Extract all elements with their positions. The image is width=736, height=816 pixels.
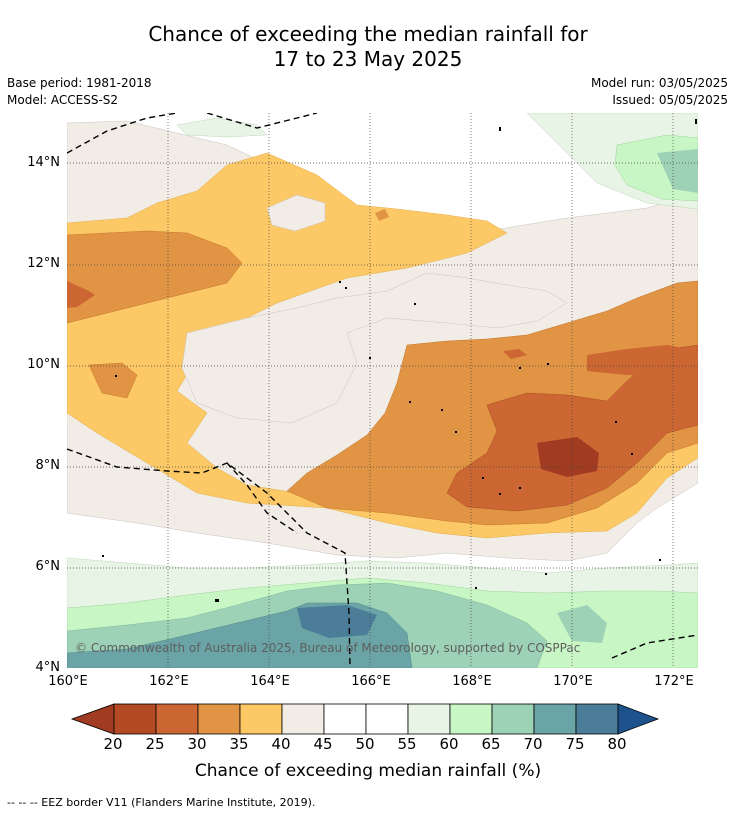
colorbar-tick-80: 80 xyxy=(607,735,627,753)
colorbar-swatch-50-55 xyxy=(365,703,409,735)
colorbar-extend-low xyxy=(70,703,115,735)
colorbar-tick-45: 45 xyxy=(313,735,333,753)
colorbar-swatch-20-25 xyxy=(113,703,157,735)
colorbar xyxy=(70,703,660,735)
colorbar-tick-60: 60 xyxy=(439,735,459,753)
band-35-40-west xyxy=(88,362,138,399)
lat-label-14n: 14°N xyxy=(27,155,60,170)
lon-label-166e: 166°E xyxy=(351,674,391,689)
colorbar-swatch-65-70 xyxy=(491,703,535,735)
colorbar-swatch-75-80 xyxy=(575,703,619,735)
colorbar-title: Chance of exceeding median rainfall (%) xyxy=(194,761,542,781)
model-name: Model: ACCESS-S2 xyxy=(7,93,119,107)
colorbar-tick-20: 20 xyxy=(103,735,123,753)
band-30-35-west xyxy=(67,281,95,308)
rainfall-map xyxy=(67,113,698,668)
band-35-40-spot xyxy=(375,209,389,221)
colorbar-tick-35: 35 xyxy=(229,735,249,753)
hole-grey-1 xyxy=(266,194,326,232)
lat-label-8n: 8°N xyxy=(35,458,61,473)
copyright-notice: © Commonwealth of Australia 2025, Bureau… xyxy=(75,641,581,655)
graticule xyxy=(67,113,698,668)
band-70-75-east xyxy=(557,605,607,643)
islands xyxy=(102,119,697,602)
colorbar-swatch-25-30 xyxy=(155,703,199,735)
band-60-65-topleft xyxy=(176,117,268,138)
lon-label-168e: 168°E xyxy=(452,674,492,689)
colorbar-extend-high xyxy=(617,703,660,735)
colorbar-swatch-30-35 xyxy=(197,703,241,735)
title-line-1: Chance of exceeding the median rainfall … xyxy=(148,22,588,46)
title-line-2: 17 to 23 May 2025 xyxy=(273,47,463,71)
base-period: Base period: 1981-2018 xyxy=(7,76,152,90)
lon-label-164e: 164°E xyxy=(250,674,290,689)
lon-label-170e: 170°E xyxy=(553,674,593,689)
eez-footnote: -- -- -- EEZ border V11 (Flanders Marine… xyxy=(7,796,316,809)
lon-label-162e: 162°E xyxy=(149,674,189,689)
band-30-35-east xyxy=(587,345,698,375)
band-30-35-dot xyxy=(503,349,527,359)
map-title: Chance of exceeding the median rainfall … xyxy=(0,22,736,72)
band-35-40 xyxy=(67,230,243,324)
band-30-35-main xyxy=(446,344,698,512)
colorbar-tick-75: 75 xyxy=(565,735,585,753)
band-75-80-core xyxy=(297,605,377,638)
lat-label-4n: 4°N xyxy=(35,660,61,675)
colorbar-swatch-35-40 xyxy=(239,703,283,735)
eez-border xyxy=(67,113,698,668)
colorbar-tick-65: 65 xyxy=(481,735,501,753)
colorbar-tick-50: 50 xyxy=(355,735,375,753)
colorbar-tick-55: 55 xyxy=(397,735,417,753)
meta-left: Base period: 1981-2018 Model: ACCESS-S2 xyxy=(7,75,152,109)
colorbar-swatch-70-75 xyxy=(533,703,577,735)
hole-grey-2 xyxy=(181,272,568,424)
meta-right: Model run: 03/05/2025 Issued: 05/05/2025 xyxy=(591,75,728,109)
lon-label-172e: 172°E xyxy=(654,674,694,689)
band-70-75-top xyxy=(657,149,698,193)
colorbar-tick-30: 30 xyxy=(187,735,207,753)
colorbar-swatch-40-45 xyxy=(281,703,325,735)
colorbar-swatch-45-50 xyxy=(323,703,367,735)
colorbar-tick-70: 70 xyxy=(523,735,543,753)
model-run: Model run: 03/05/2025 xyxy=(590,76,728,90)
colorbar-swatch-55-60 xyxy=(407,703,451,735)
colorbar-tick-25: 25 xyxy=(145,735,165,753)
lat-label-10n: 10°N xyxy=(27,357,60,372)
colorbar-swatch-60-65 xyxy=(449,703,493,735)
lon-label-160e: 160°E xyxy=(48,674,88,689)
lat-label-6n: 6°N xyxy=(35,559,61,574)
colorbar-tick-40: 40 xyxy=(271,735,291,753)
lat-label-12n: 12°N xyxy=(27,256,60,271)
issued-date: Issued: 05/05/2025 xyxy=(612,93,728,107)
